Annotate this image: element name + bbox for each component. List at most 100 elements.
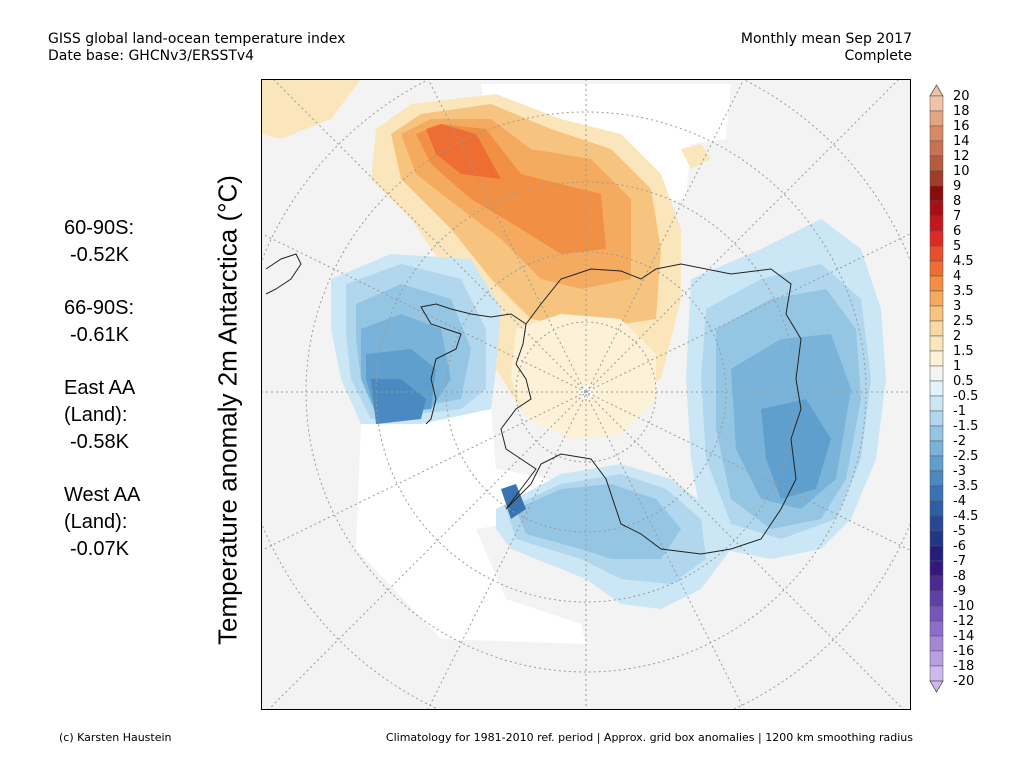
- stat-name: 66-90S:: [64, 297, 135, 319]
- stat-name: West AA (Land):: [64, 484, 141, 533]
- colorbar-swatch: [929, 410, 944, 427]
- cold-anomaly-region-west: [331, 254, 501, 424]
- colorbar-tick-label: -2: [953, 434, 966, 449]
- colorbar-tick-label: -1: [953, 404, 966, 419]
- regional-stats: 60-90S: -0.52K 66-90S: -0.61K East AA (L…: [64, 215, 140, 589]
- colorbar-swatch: [929, 530, 944, 547]
- color-scale: 201816141210987654.543.532.521.510.5-0.5…: [929, 84, 978, 693]
- colorbar-cap-top: [929, 84, 944, 97]
- header-right: Monthly mean Sep 2017 Complete: [741, 31, 912, 65]
- colorbar-tick-label: 3.5: [953, 284, 974, 299]
- colorbar-swatch: [929, 500, 944, 517]
- colorbar-tick-label: 7: [953, 209, 961, 224]
- colorbar-swatch: [929, 320, 944, 337]
- colorbar-tick-label: 18: [953, 104, 970, 119]
- colorbar-swatch: [929, 305, 944, 322]
- colorbar-swatch: [929, 485, 944, 502]
- colorbar-swatch: [929, 95, 944, 112]
- colorbar-swatch: [929, 560, 944, 577]
- colorbar-tick-label: -0.5: [953, 389, 978, 404]
- status-label: Complete: [844, 48, 912, 64]
- stat-west-aa: West AA (Land): -0.07K: [64, 482, 140, 563]
- colorbar-swatch: [929, 575, 944, 592]
- colorbar-swatch: [929, 470, 944, 487]
- stat-value: -0.58K: [70, 431, 129, 453]
- colorbar-tick-label: -3: [953, 464, 966, 479]
- colorbar-tick-label: 20: [953, 89, 970, 104]
- colorbar-tick-label: 14: [953, 134, 970, 149]
- graticule: [261, 79, 911, 710]
- colorbar-swatch: [929, 605, 944, 622]
- colorbar-tick-label: -20: [953, 674, 974, 689]
- colorbar-tick-label: -14: [953, 629, 974, 644]
- colorbar-swatch: [929, 185, 944, 202]
- antarctica-coastline: [500, 263, 802, 555]
- map-frame: [261, 79, 911, 710]
- colorbar-tick-label: -2.5: [953, 449, 978, 464]
- colorbar-swatch: [929, 275, 944, 292]
- colorbar-swatch: [929, 590, 944, 607]
- colorbar-tick-label: -1.5: [953, 419, 978, 434]
- colorbar-cap-bottom: [929, 680, 944, 693]
- colorbar-swatch: [929, 635, 944, 652]
- colorbar-swatch: [929, 455, 944, 472]
- colorbar-swatch: [929, 170, 944, 187]
- colorbar-tick-label: 10: [953, 164, 970, 179]
- stat-name: East AA (Land):: [64, 377, 136, 426]
- colorbar-tick-label: 2: [953, 329, 961, 344]
- antarctica-anomaly-map: [261, 79, 911, 710]
- colorbar-tick-label: -8: [953, 569, 966, 584]
- colorbar-tick-label: 1: [953, 359, 961, 374]
- credit-footer: (c) Karsten Haustein: [59, 731, 172, 744]
- colorbar-swatch: [929, 365, 944, 382]
- colorbar-swatch: [929, 230, 944, 247]
- colorbar-swatch: [929, 620, 944, 637]
- colorbar-tick-label: 5: [953, 239, 961, 254]
- colorbar-swatch: [929, 350, 944, 367]
- colorbar-tick-label: 6: [953, 224, 961, 239]
- stat-60-90s: 60-90S: -0.52K: [64, 215, 140, 269]
- colorbar-tick-label: 3: [953, 299, 961, 314]
- colorbar-swatch: [929, 395, 944, 412]
- colorbar-swatch: [929, 260, 944, 277]
- colorbar-swatch: [929, 665, 944, 682]
- colorbar-tick-label: 16: [953, 119, 970, 134]
- colorbar-tick-label: -7: [953, 554, 966, 569]
- colorbar-tick-label: 4.5: [953, 254, 974, 269]
- methodology-footer: Climatology for 1981-2010 ref. period | …: [385, 731, 913, 744]
- colorbar-tick-label: 9: [953, 179, 961, 194]
- colorbar-tick-label: 8: [953, 194, 961, 209]
- colorbar-tick-label: -18: [953, 659, 974, 674]
- colorbar-tick-label: 1.5: [953, 344, 974, 359]
- y-axis-label: Temperature anomaly 2m Antarctica (°C): [212, 175, 243, 645]
- south-america-coastline: [265, 253, 302, 295]
- colorbar-tick-label: 4: [953, 269, 961, 284]
- colorbar-tick-label: -6: [953, 539, 966, 554]
- stat-value: -0.07K: [70, 538, 129, 560]
- map-title: GISS global land-ocean temperature index: [48, 31, 346, 47]
- colorbar-tick-label: -5: [953, 524, 966, 539]
- stat-value: -0.52K: [70, 244, 129, 266]
- header-left: GISS global land-ocean temperature index…: [48, 31, 345, 65]
- colorbar-swatch: [929, 545, 944, 562]
- colorbar-swatch: [929, 140, 944, 157]
- cold-anomaly-region-east: [686, 219, 886, 559]
- colorbar-swatch: [929, 425, 944, 442]
- colorbar-tick-label: 2.5: [953, 314, 974, 329]
- database-label: Date base: GHCNv3/ERSSTv4: [48, 48, 255, 64]
- stat-name: 60-90S:: [64, 217, 135, 239]
- colorbar-tick-label: 12: [953, 149, 970, 164]
- colorbar-tick-label: -12: [953, 614, 974, 629]
- colorbar-swatch: [929, 125, 944, 142]
- colorbar-swatch: [929, 110, 944, 127]
- colorbar-swatch: [929, 650, 944, 667]
- colorbar-tick-label: -4.5: [953, 509, 978, 524]
- colorbar-swatch: [929, 290, 944, 307]
- period-label: Monthly mean Sep 2017: [740, 31, 912, 47]
- stat-value: -0.61K: [70, 324, 129, 346]
- stat-east-aa: East AA (Land): -0.58K: [64, 375, 140, 456]
- colorbar-swatch: [929, 215, 944, 232]
- colorbar-swatch: [929, 245, 944, 262]
- colorbar-swatch: [929, 440, 944, 457]
- colorbar-tick-label: -9: [953, 584, 966, 599]
